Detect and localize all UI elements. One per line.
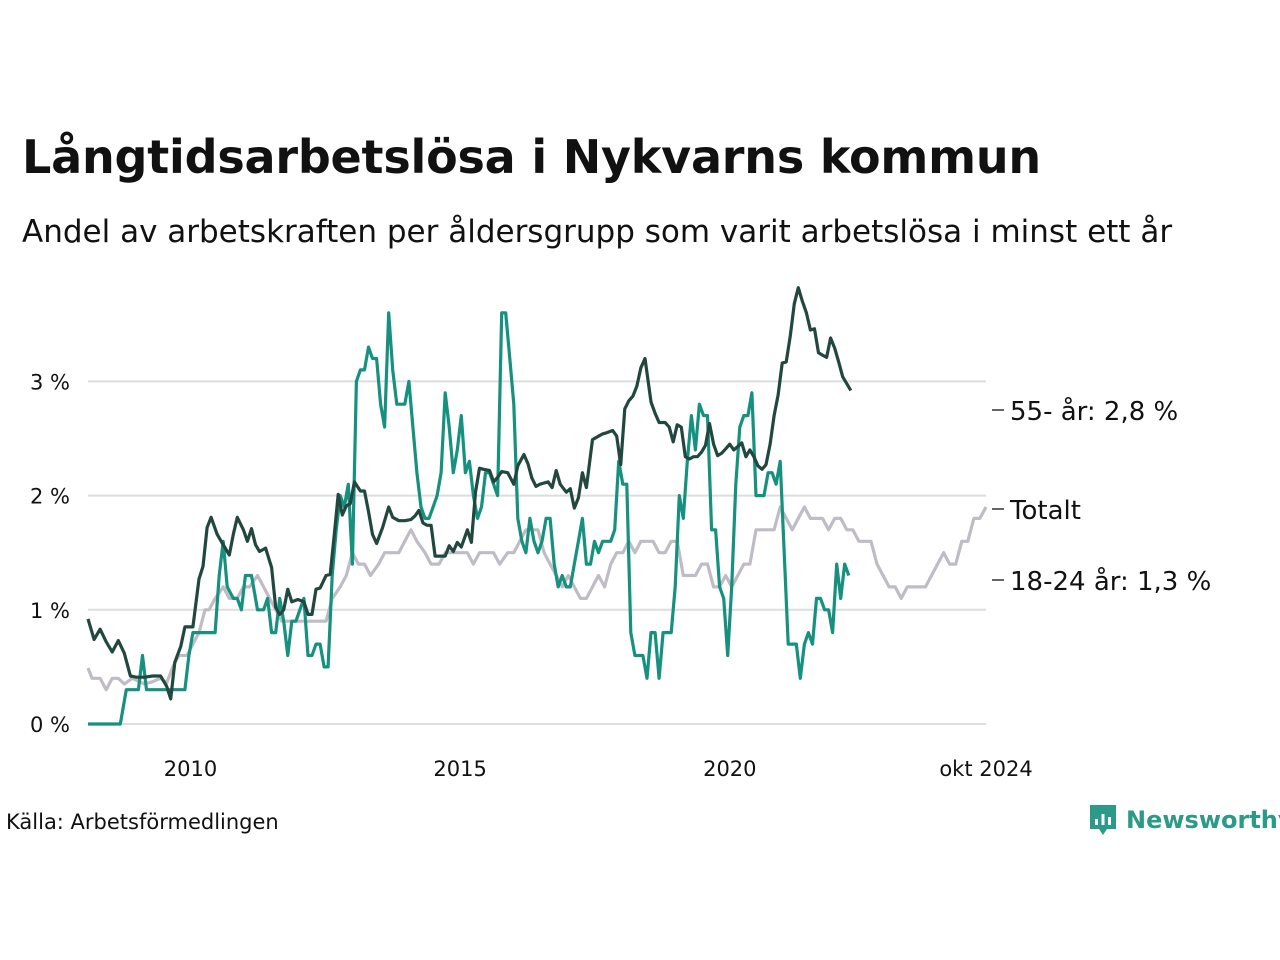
x-axis-ticks: 2010 2015 2020 okt 2024 [164, 757, 1033, 781]
gridlines [88, 380, 986, 725]
newsworthy-logo-icon [1090, 805, 1116, 835]
brand-name: Newsworthy [1126, 806, 1280, 834]
brand-logo: Newsworthy [1088, 803, 1280, 837]
x-tick-label: 2015 [433, 757, 486, 781]
series-label-totalt: Totalt [1009, 496, 1081, 526]
series-line-55-år [86, 286, 853, 701]
series-labels: 55- år: 2,8 % Totalt 18-24 år: 1,3 % [992, 396, 1211, 597]
y-tick-label: 3 % [30, 370, 70, 394]
y-tick-label: 2 % [30, 485, 70, 509]
series-line-18-24-år [88, 311, 851, 726]
series-line-totalt [86, 505, 988, 692]
x-tick-label: 2010 [164, 757, 217, 781]
series-lines [86, 286, 988, 726]
x-tick-label: 2020 [703, 757, 756, 781]
x-tick-label: okt 2024 [939, 757, 1032, 781]
chart-title: Långtidsarbetslösa i Nykvarns kommun [22, 130, 1041, 184]
source-note: Källa: Arbetsförmedlingen [6, 810, 279, 834]
y-axis-ticks: 0 % 1 % 2 % 3 % [30, 370, 70, 737]
y-tick-label: 1 % [30, 599, 70, 623]
y-tick-label: 0 % [30, 713, 70, 737]
series-label-55-år: 55- år: 2,8 % [1010, 396, 1178, 427]
chart-subtitle: Andel av arbetskraften per åldersgrupp s… [22, 214, 1173, 250]
series-label-18-24-år: 18-24 år: 1,3 % [1010, 566, 1211, 597]
